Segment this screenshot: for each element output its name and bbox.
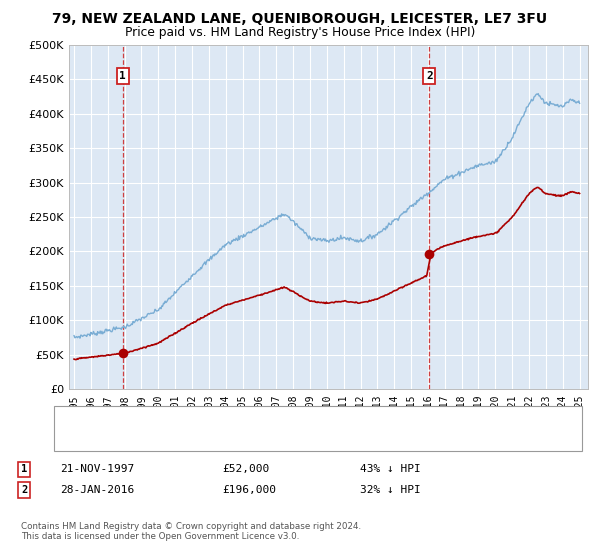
- Text: 43% ↓ HPI: 43% ↓ HPI: [360, 464, 421, 474]
- Text: 2: 2: [426, 71, 433, 81]
- Text: HPI: Average price, detached house, Charnwood: HPI: Average price, detached house, Char…: [93, 436, 345, 446]
- Text: 28-JAN-2016: 28-JAN-2016: [60, 485, 134, 495]
- Text: 79, NEW ZEALAND LANE, QUENIBOROUGH, LEICESTER, LE7 3FU (detached house): 79, NEW ZEALAND LANE, QUENIBOROUGH, LEIC…: [93, 408, 520, 418]
- Text: 1: 1: [21, 464, 27, 474]
- Text: 21-NOV-1997: 21-NOV-1997: [60, 464, 134, 474]
- Text: ———: ———: [60, 435, 97, 448]
- Text: 32% ↓ HPI: 32% ↓ HPI: [360, 485, 421, 495]
- Text: Price paid vs. HM Land Registry's House Price Index (HPI): Price paid vs. HM Land Registry's House …: [125, 26, 475, 39]
- Text: 1: 1: [119, 71, 126, 81]
- Text: 2: 2: [21, 485, 27, 495]
- Text: 79, NEW ZEALAND LANE, QUENIBOROUGH, LEICESTER, LE7 3FU: 79, NEW ZEALAND LANE, QUENIBOROUGH, LEIC…: [52, 12, 548, 26]
- Text: Contains HM Land Registry data © Crown copyright and database right 2024.
This d: Contains HM Land Registry data © Crown c…: [21, 522, 361, 542]
- Text: £196,000: £196,000: [222, 485, 276, 495]
- Text: ———: ———: [60, 407, 97, 420]
- Text: £52,000: £52,000: [222, 464, 269, 474]
